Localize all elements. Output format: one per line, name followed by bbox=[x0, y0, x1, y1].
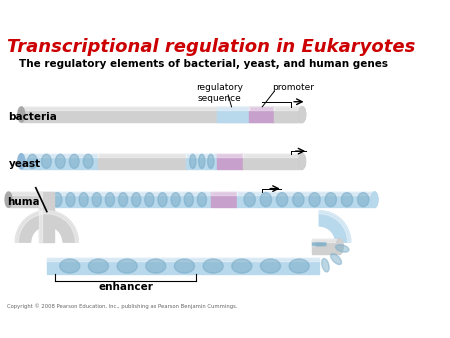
Wedge shape bbox=[15, 211, 78, 242]
Ellipse shape bbox=[203, 259, 223, 273]
Text: Transcriptional regulation in Eukaryotes: Transcriptional regulation in Eukaryotes bbox=[7, 38, 415, 56]
Bar bbox=[47, 192, 211, 207]
Ellipse shape bbox=[175, 259, 194, 273]
Ellipse shape bbox=[5, 192, 12, 207]
Bar bbox=[39, 200, 54, 242]
Bar bbox=[243, 154, 302, 157]
Ellipse shape bbox=[198, 154, 205, 168]
Bar bbox=[98, 154, 185, 169]
Ellipse shape bbox=[83, 154, 93, 168]
Ellipse shape bbox=[41, 154, 51, 168]
Bar bbox=[21, 107, 302, 110]
Bar bbox=[39, 200, 42, 242]
Bar bbox=[274, 107, 302, 110]
Ellipse shape bbox=[289, 259, 309, 273]
Bar bbox=[217, 154, 243, 169]
Ellipse shape bbox=[292, 193, 304, 207]
Text: promoter: promoter bbox=[272, 83, 315, 92]
Text: yeast: yeast bbox=[9, 159, 40, 169]
Ellipse shape bbox=[336, 245, 349, 252]
Ellipse shape bbox=[260, 193, 271, 207]
Bar bbox=[237, 192, 374, 207]
Bar bbox=[185, 154, 217, 169]
Ellipse shape bbox=[207, 154, 214, 168]
Text: regulatory
sequence: regulatory sequence bbox=[196, 83, 243, 103]
Ellipse shape bbox=[232, 259, 252, 273]
Text: Copyright © 2008 Pearson Education, Inc., publishing as Pearson Benjamin Cumming: Copyright © 2008 Pearson Education, Inc.… bbox=[7, 304, 237, 310]
Text: enhancer: enhancer bbox=[98, 282, 153, 292]
Ellipse shape bbox=[309, 193, 320, 207]
Ellipse shape bbox=[92, 193, 101, 207]
Wedge shape bbox=[319, 211, 351, 242]
Ellipse shape bbox=[325, 193, 337, 207]
Ellipse shape bbox=[158, 193, 167, 207]
Bar bbox=[217, 107, 249, 122]
Bar bbox=[211, 192, 237, 207]
Bar bbox=[249, 107, 274, 110]
Ellipse shape bbox=[60, 259, 80, 273]
Ellipse shape bbox=[336, 239, 343, 254]
Ellipse shape bbox=[27, 154, 37, 168]
Ellipse shape bbox=[117, 259, 137, 273]
Bar bbox=[21, 107, 302, 122]
Ellipse shape bbox=[53, 193, 62, 207]
Ellipse shape bbox=[66, 193, 75, 207]
Ellipse shape bbox=[131, 193, 141, 207]
Text: bacteria: bacteria bbox=[9, 112, 58, 122]
Bar bbox=[311, 242, 327, 246]
Bar bbox=[249, 107, 274, 122]
Bar bbox=[243, 154, 302, 169]
Ellipse shape bbox=[184, 193, 194, 207]
Bar bbox=[311, 239, 340, 254]
Ellipse shape bbox=[299, 154, 306, 169]
Ellipse shape bbox=[88, 259, 108, 273]
Ellipse shape bbox=[145, 193, 154, 207]
Ellipse shape bbox=[331, 254, 342, 265]
Wedge shape bbox=[15, 211, 78, 242]
Bar bbox=[274, 107, 302, 122]
Ellipse shape bbox=[55, 154, 65, 168]
Bar bbox=[47, 258, 319, 274]
Ellipse shape bbox=[118, 193, 128, 207]
Bar bbox=[311, 242, 315, 246]
Ellipse shape bbox=[79, 193, 88, 207]
Ellipse shape bbox=[244, 193, 255, 207]
Bar bbox=[217, 154, 243, 157]
Ellipse shape bbox=[261, 259, 280, 273]
Ellipse shape bbox=[299, 107, 306, 122]
Wedge shape bbox=[319, 211, 351, 242]
Ellipse shape bbox=[341, 193, 353, 207]
Bar bbox=[9, 192, 47, 195]
Ellipse shape bbox=[69, 154, 79, 168]
Ellipse shape bbox=[189, 154, 196, 168]
Ellipse shape bbox=[312, 245, 326, 246]
Text: The regulatory elements of bacterial, yeast, and human genes: The regulatory elements of bacterial, ye… bbox=[19, 59, 388, 69]
Text: human: human bbox=[7, 197, 47, 207]
Bar bbox=[39, 192, 42, 207]
Ellipse shape bbox=[276, 193, 288, 207]
Ellipse shape bbox=[18, 154, 25, 169]
Ellipse shape bbox=[322, 259, 329, 272]
Bar bbox=[47, 192, 211, 195]
Bar bbox=[185, 154, 217, 157]
Bar bbox=[47, 258, 319, 262]
Bar bbox=[311, 239, 340, 242]
Bar bbox=[21, 154, 98, 157]
Ellipse shape bbox=[197, 193, 207, 207]
Bar bbox=[98, 154, 185, 157]
Ellipse shape bbox=[371, 192, 378, 207]
Bar bbox=[237, 192, 374, 195]
Ellipse shape bbox=[18, 107, 25, 122]
Ellipse shape bbox=[358, 193, 369, 207]
Bar bbox=[217, 107, 249, 110]
Bar bbox=[9, 192, 47, 207]
Bar bbox=[21, 154, 98, 169]
Ellipse shape bbox=[146, 259, 166, 273]
Ellipse shape bbox=[105, 193, 114, 207]
Ellipse shape bbox=[171, 193, 180, 207]
Bar bbox=[211, 192, 237, 195]
Ellipse shape bbox=[299, 107, 306, 122]
Ellipse shape bbox=[312, 244, 326, 245]
Bar bbox=[39, 192, 54, 207]
